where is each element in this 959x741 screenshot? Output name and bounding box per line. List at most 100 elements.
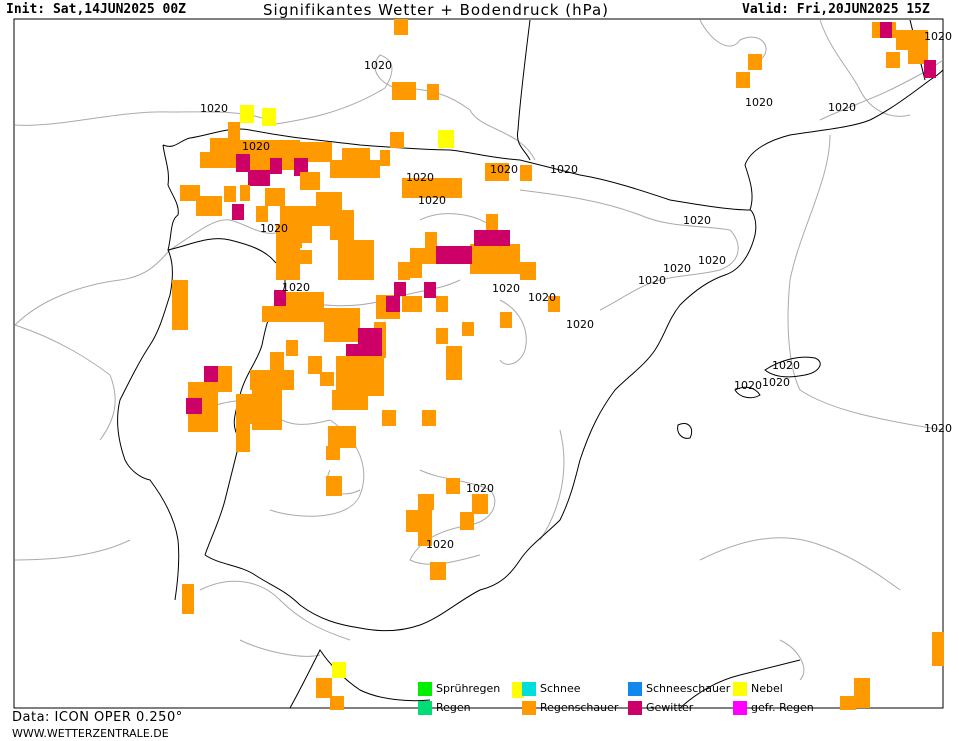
shower-cell: [500, 312, 512, 328]
shower-cell: [398, 262, 410, 280]
isobar-label: 1020: [698, 254, 726, 267]
legend-item-regenschauer: Regenschauer: [522, 700, 618, 715]
shower-cell: [422, 410, 436, 426]
shower-cell: [196, 196, 222, 216]
fog-cell: [512, 682, 524, 698]
isobar-label: 1020: [828, 101, 856, 114]
shower-cell: [256, 206, 268, 222]
shower-cell: [286, 340, 298, 356]
shower-cell: [520, 165, 532, 181]
shower-cell: [330, 160, 380, 178]
shower-cell: [308, 356, 322, 374]
shower-cell: [436, 296, 448, 312]
shower-cell: [418, 494, 434, 510]
shower-cell: [932, 632, 944, 666]
thunderstorm-cell: [270, 158, 282, 174]
shower-cell: [326, 446, 340, 460]
thunderstorm-cell: [474, 230, 510, 246]
shower-cell: [486, 214, 498, 230]
shower-cell: [330, 696, 344, 710]
map-title: Signifikantes Wetter + Bodendruck (hPa): [263, 1, 609, 19]
shower-cell: [328, 426, 356, 448]
legend-item-gewitter: Gewitter: [628, 700, 693, 715]
thunderstorm-cell: [394, 282, 406, 296]
shower-cell: [228, 122, 240, 138]
thunderstorm-cell: [204, 366, 218, 382]
fog-cell: [438, 130, 454, 148]
shower-cell: [446, 478, 460, 494]
thunderstorm-cell: [880, 22, 892, 38]
legend-item-spruehregen: Sprühregen: [418, 681, 500, 696]
thunderstorm-cell: [436, 246, 472, 264]
shower-cell: [286, 292, 324, 322]
thunderstorm-cell: [924, 60, 936, 78]
legend-swatch: [628, 682, 642, 696]
shower-cell: [316, 192, 342, 210]
shower-cell: [240, 185, 250, 201]
shower-cell: [840, 696, 856, 710]
thunderstorm-cell: [274, 290, 286, 306]
isobar-label: 1020: [924, 30, 952, 43]
shower-cell: [748, 54, 762, 70]
thunderstorm-cell: [386, 296, 400, 312]
shower-cell: [485, 163, 509, 181]
shower-cell: [300, 225, 312, 243]
shower-cell: [324, 308, 360, 342]
shower-cell: [394, 19, 408, 35]
legend-swatch: [418, 701, 432, 715]
shower-cell: [470, 244, 520, 274]
legend-swatch: [522, 701, 536, 715]
thunderstorm-cell: [248, 170, 270, 186]
shower-cell: [265, 188, 285, 206]
shower-cell: [736, 72, 750, 88]
thunderstorm-cell: [236, 154, 250, 172]
legend-item-schneeschauer: Schneeschauer: [628, 681, 730, 696]
isobar-label: 1020: [242, 140, 270, 153]
shower-cell: [418, 530, 432, 546]
shower-cell: [425, 232, 437, 248]
isobar-label: 1020: [282, 281, 310, 294]
fog-cell: [240, 105, 254, 123]
shower-cell: [460, 512, 474, 530]
isobar-label: 1020: [683, 214, 711, 227]
shower-cell: [200, 152, 220, 168]
init-time: Init: Sat,14JUN2025 00Z: [6, 2, 187, 17]
legend-item-nebel: Nebel: [733, 681, 783, 696]
thunderstorm-cell: [424, 282, 436, 298]
isobar-label: 1020: [638, 274, 666, 287]
isobar-labels: 1020 1020 1020 1020 1020 1020 1020 1020 …: [200, 30, 952, 551]
fog-cell: [262, 108, 276, 126]
isobar-label: 1020: [260, 222, 288, 235]
shower-cell: [182, 584, 194, 614]
shower-cell: [410, 264, 422, 278]
isobar-lines: [14, 19, 944, 681]
data-source: Data: ICON OPER 0.250°: [12, 710, 183, 725]
isobar-label: 1020: [550, 163, 578, 176]
legend-swatch: [522, 682, 536, 696]
shower-cell: [520, 262, 536, 280]
shower-cell: [446, 346, 462, 380]
shower-cell: [382, 410, 396, 426]
shower-cell: [402, 178, 462, 198]
shower-cell: [427, 84, 439, 100]
thunderstorm-cell: [358, 328, 382, 348]
isobar-label: 1020: [492, 282, 520, 295]
shower-cell: [280, 206, 340, 226]
isobar-label: 1020: [663, 262, 691, 275]
legend-swatch: [733, 701, 747, 715]
legend-swatch: [418, 682, 432, 696]
isobar-label: 1020: [418, 194, 446, 207]
thunderstorm-cell: [186, 398, 202, 414]
coastlines: [117, 19, 944, 709]
legend-item-regen: Regen: [418, 700, 471, 715]
isobar-label: 1020: [200, 102, 228, 115]
shower-cell: [436, 328, 448, 344]
shower-cell: [172, 280, 188, 330]
shower-cell: [886, 52, 900, 68]
isobar-label: 1020: [566, 318, 594, 331]
shower-cell: [326, 476, 342, 496]
shower-cell: [402, 296, 422, 312]
isobar-label: 1020: [406, 171, 434, 184]
shower-cell: [908, 30, 928, 64]
shower-cell: [276, 224, 302, 248]
